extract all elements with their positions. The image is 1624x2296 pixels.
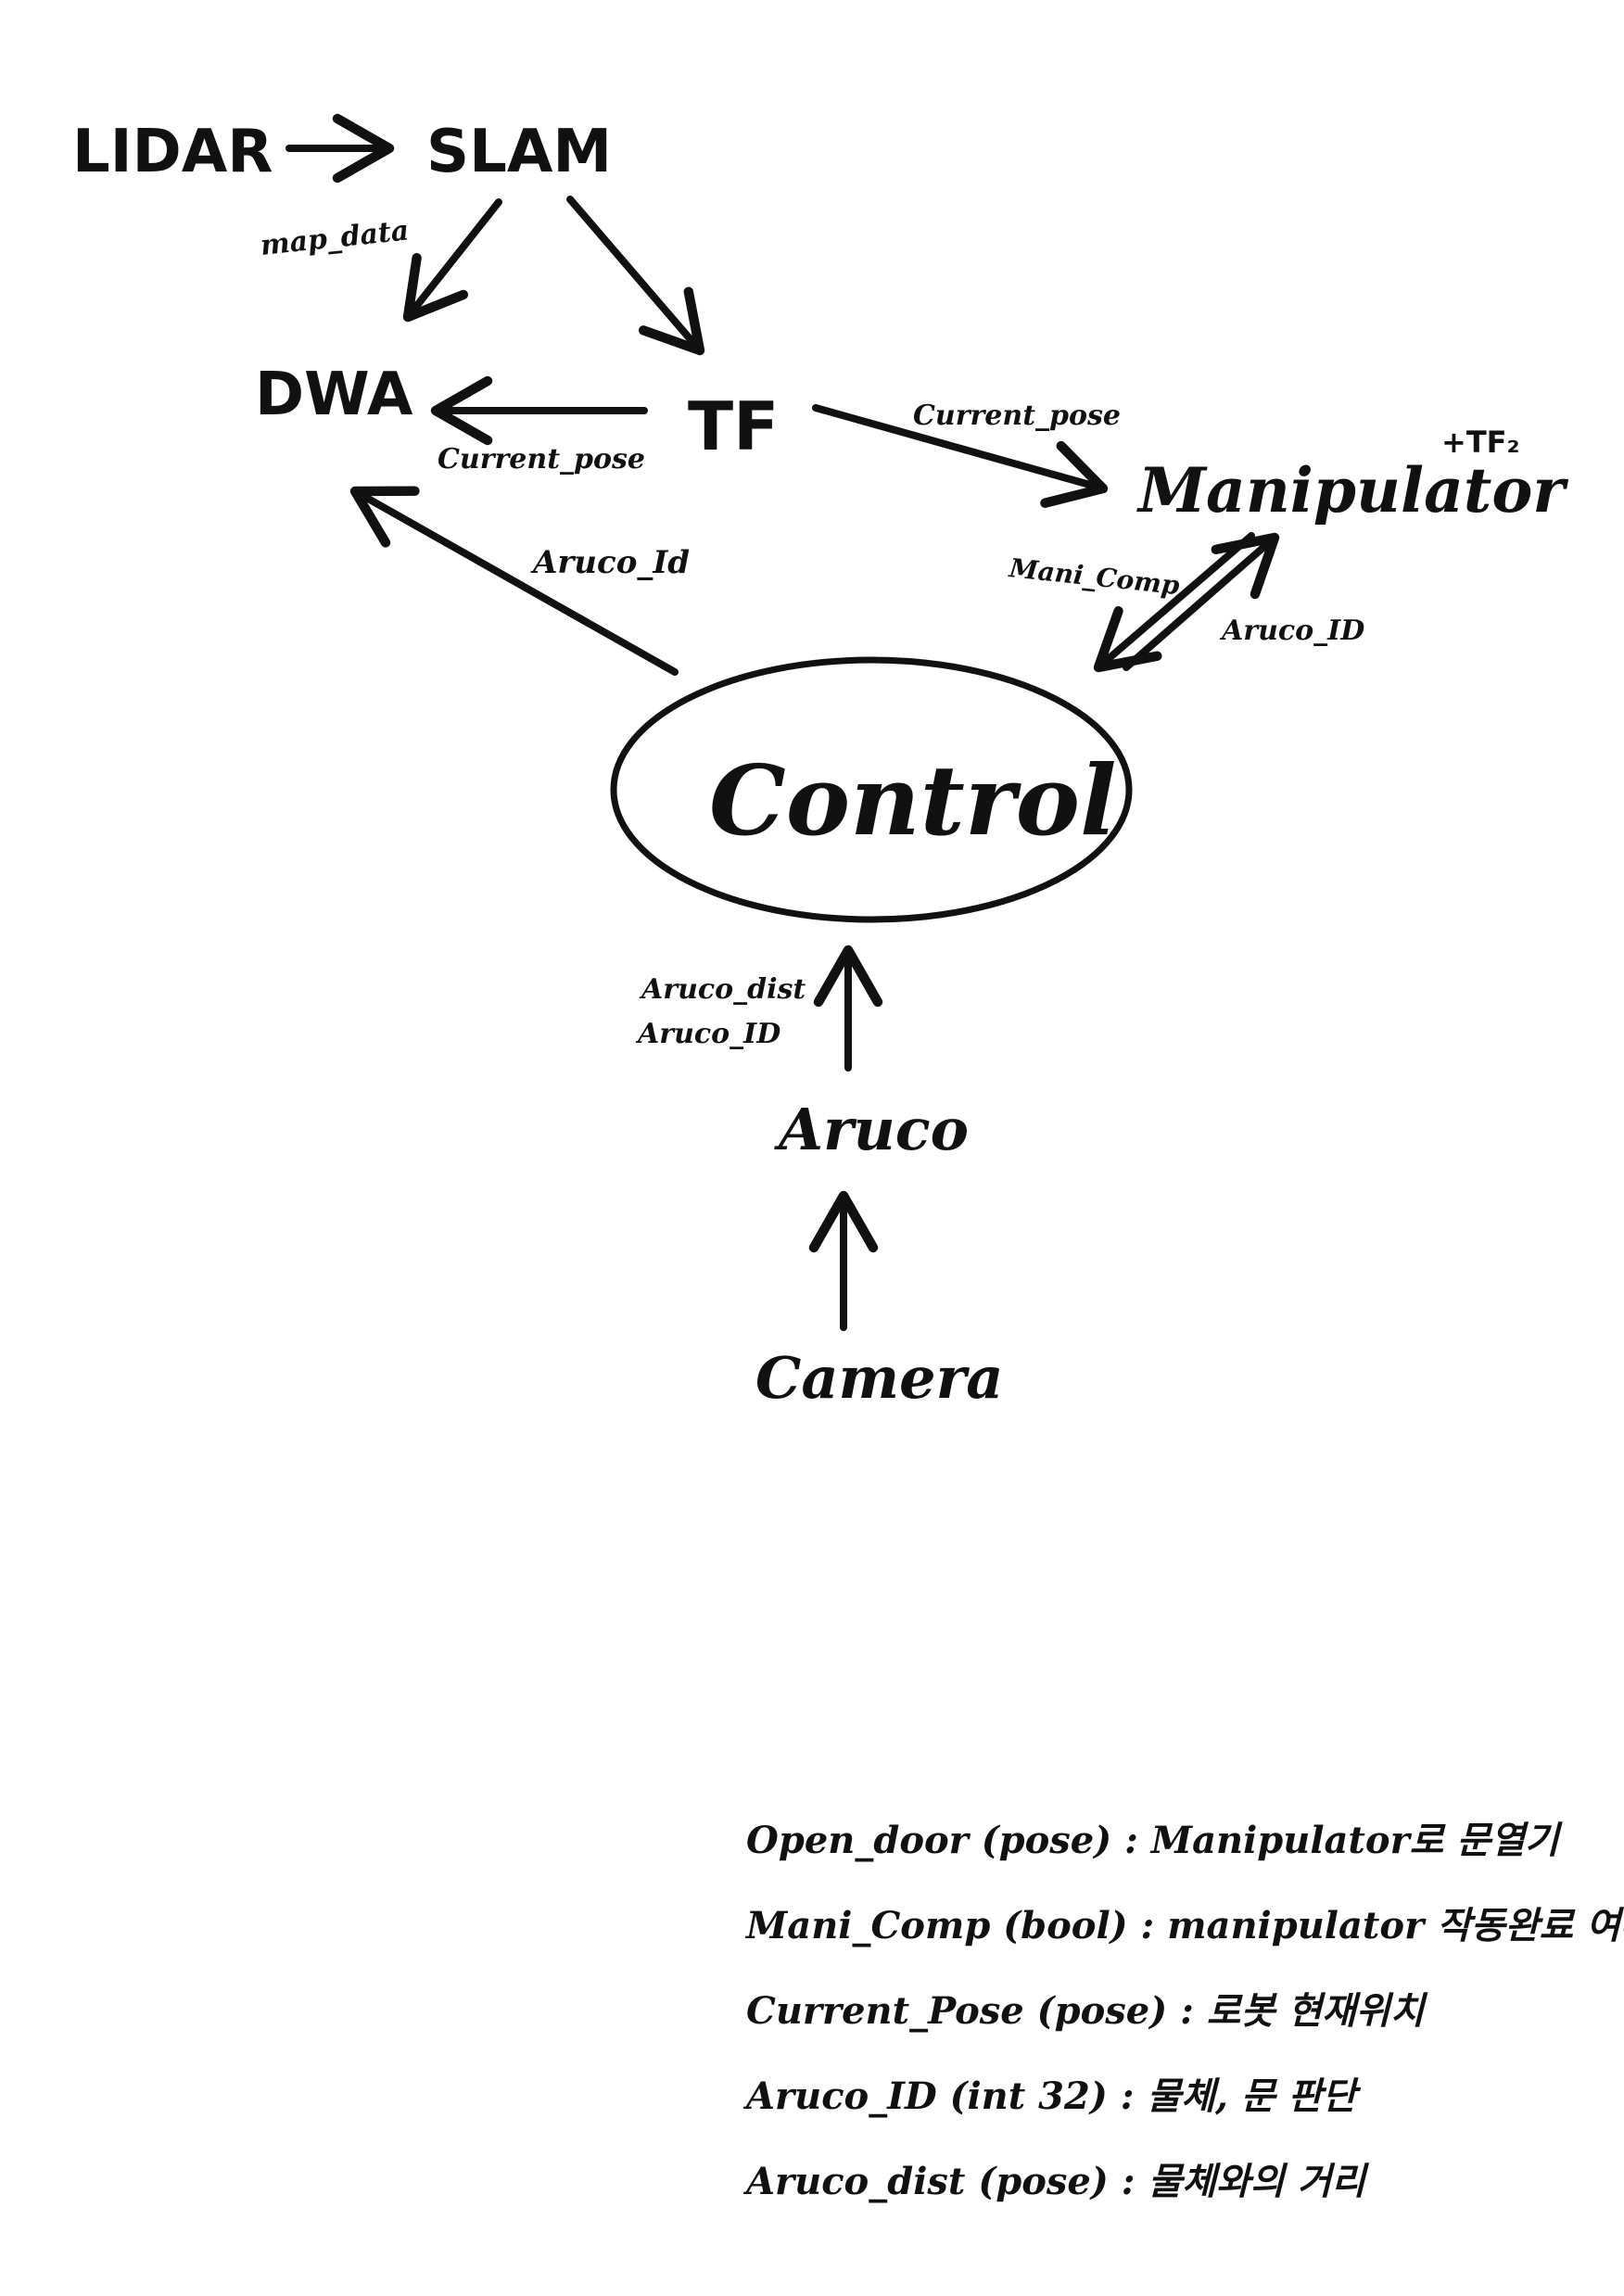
manipulator-note: +TF₂: [1441, 425, 1520, 460]
label-aruco-id-manipulator: Aruco_ID: [1219, 615, 1364, 647]
legend-term: Aruco_ID: [746, 2074, 937, 2118]
label-mani-comp: Mani_Comp: [1007, 552, 1181, 601]
legend-type: (bool): [1003, 1904, 1128, 1947]
legend-separator: :: [1120, 2074, 1135, 2118]
legend-separator: :: [1124, 1819, 1138, 1862]
legend-separator: :: [1140, 1904, 1155, 1947]
label-aruco-dist: Aruco_dist: [639, 973, 806, 1006]
control-to-manipulator-arrow: [1123, 532, 1280, 671]
node-aruco: Aruco: [774, 1096, 969, 1163]
legend-type: (pose): [981, 1819, 1112, 1862]
control-to-dwa-arrow: [349, 486, 679, 676]
tf-to-manipulator-arrow: [812, 404, 1109, 508]
legend-row-aruco-id: Aruco_ID (int 32) : 물체, 문 판단: [746, 2054, 1599, 2139]
legend-row-open-door: Open_door (pose) : Manipulator로 문열기: [746, 1798, 1599, 1884]
label-aruco-id-dwa: Aruco_Id: [530, 544, 690, 581]
node-camera: Camera: [755, 1344, 1003, 1412]
legend-row-mani-comp: Mani_Comp (bool) : manipulator 작동완료 여부: [746, 1884, 1624, 1969]
legend-row-current-pose: Current_Pose (pose) : 로봇 현재위치: [746, 1969, 1599, 2054]
legend-term: Current_Pose: [746, 1989, 1024, 2033]
manipulator-to-control-arrow: [1093, 532, 1255, 673]
legend-type: (pose): [978, 2160, 1109, 2203]
node-lidar: LIDAR: [72, 118, 273, 186]
slam-to-dwa-arrow: [402, 198, 502, 323]
legend-description: 물체, 문 판단: [1147, 2074, 1357, 2118]
node-dwa: DWA: [255, 361, 413, 429]
node-slam: SLAM: [426, 118, 612, 186]
slam-to-tf-arrow: [566, 196, 705, 356]
label-tf-dwa-current-pose: Current_pose: [438, 443, 645, 476]
label-aruco-id-control: Aruco_ID: [635, 1018, 780, 1050]
legend-description: 로봇 현재위치: [1206, 1989, 1425, 2033]
legend-description: Manipulator로 문열기: [1150, 1819, 1559, 1862]
legend-separator: :: [1121, 2160, 1136, 2203]
legend: Open_door (pose) : Manipulator로 문열기 Mani…: [746, 1798, 1624, 2225]
node-manipulator: Manipulator: [1136, 454, 1568, 526]
node-control: Control: [709, 743, 1116, 857]
legend-term: Aruco_dist: [746, 2160, 966, 2203]
legend-type: (pose): [1036, 1989, 1168, 2033]
legend-description: manipulator 작동완료 여부: [1167, 1904, 1624, 1947]
legend-separator: :: [1180, 1989, 1194, 2033]
legend-type: (int 32): [949, 2074, 1108, 2118]
legend-row-aruco-dist: Aruco_dist (pose) : 물체와의 거리: [746, 2139, 1599, 2225]
label-map-data: map_data: [259, 214, 411, 262]
control-ellipse: [610, 656, 1133, 923]
legend-description: 물체와의 거리: [1148, 2160, 1366, 2203]
label-tf-manipulator-current-pose: Current_pose: [913, 400, 1121, 432]
node-tf: TF: [688, 387, 779, 465]
legend-term: Mani_Comp: [746, 1904, 991, 1947]
legend-term: Open_door: [746, 1819, 969, 1862]
